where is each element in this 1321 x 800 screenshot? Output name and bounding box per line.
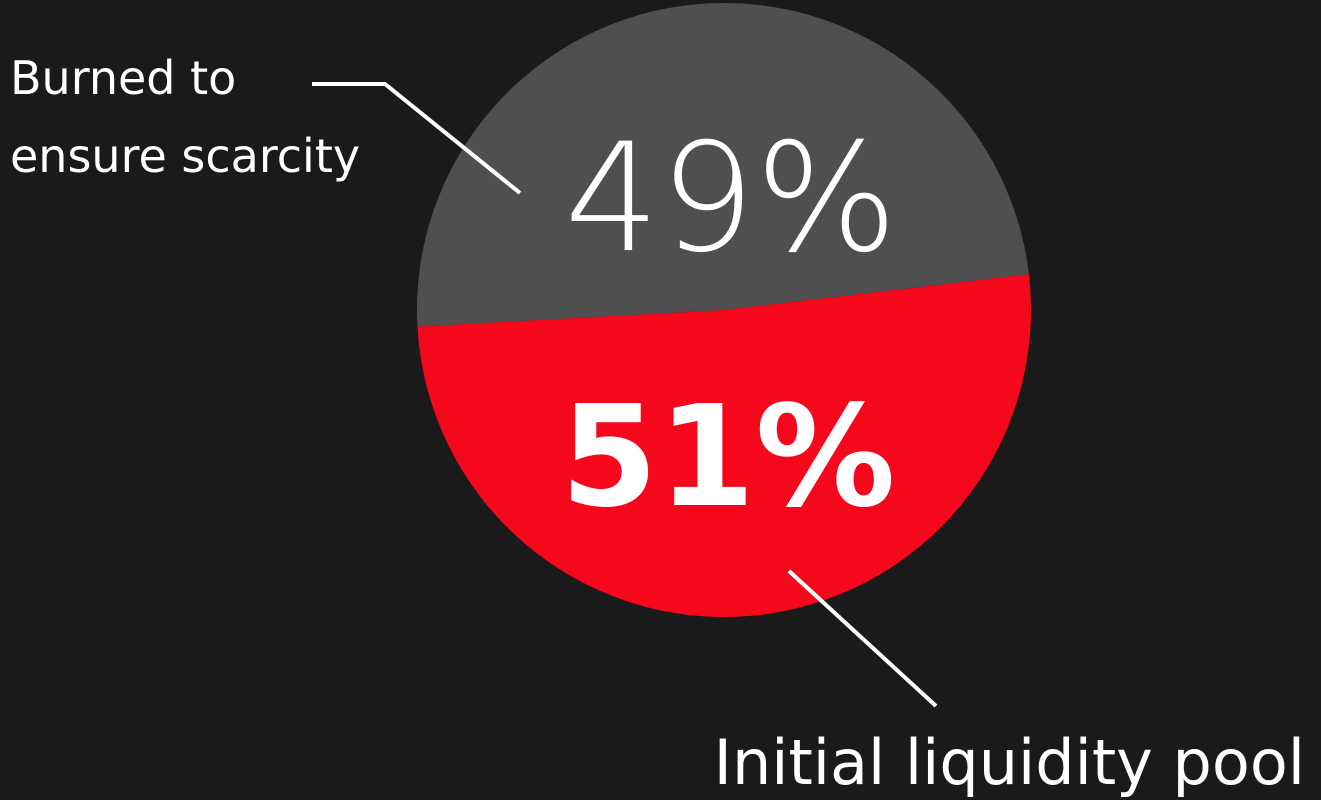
labels-layer: 49% 51% Burned to ensure scarcity Initia… — [10, 51, 1305, 799]
slice-burned — [417, 2, 1029, 327]
slice-value-label-burned: 49% — [564, 112, 897, 286]
leader-line-liquidity — [787, 569, 938, 708]
leader-lines — [312, 82, 938, 708]
slice-value-label-liquidity: 51% — [560, 376, 895, 539]
leader-line-burned — [312, 82, 522, 195]
slice-liquidity — [417, 274, 1032, 617]
slice-label-burned-line-2: ensure scarcity — [10, 129, 360, 183]
slice-label-burned-line-1: Burned to — [10, 51, 236, 105]
slice-label-liquidity: Initial liquidity pool — [714, 726, 1305, 799]
slices-layer — [417, 2, 1032, 617]
